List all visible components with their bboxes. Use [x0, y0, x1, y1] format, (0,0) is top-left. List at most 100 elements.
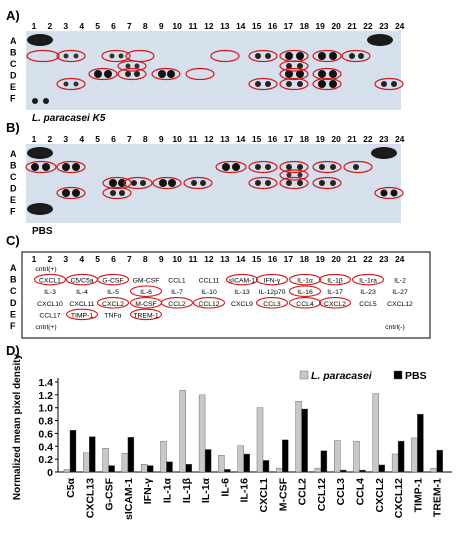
cytokine-label: IL-6 [140, 289, 152, 296]
cytokine-label: CCL2 [168, 301, 186, 308]
bar-pbs [359, 469, 366, 473]
column-number: 18 [300, 254, 310, 264]
panel-b-caption: PBS [32, 226, 53, 237]
column-number: 16 [268, 21, 278, 31]
bar-l-paracasei [179, 390, 187, 473]
panel-d-label: D) [6, 343, 20, 358]
bar-l-paracasei [102, 448, 109, 473]
cytokine-label: CCL12 [198, 301, 219, 308]
cytokine-label: C5/C5a [70, 278, 93, 285]
cytokine-label: IL-5 [107, 289, 119, 296]
cytokine-label: IL-17 [327, 289, 343, 296]
bar-l-paracasei [314, 467, 322, 473]
x-tick-label: IL-1α [162, 477, 174, 503]
column-number: 2 [48, 254, 53, 264]
column-number: 3 [63, 134, 68, 144]
cytokine-label: IL-13 [234, 289, 250, 296]
cytokine-label: CXCL2 [102, 301, 124, 308]
cytokine-label: TIMP-1 [71, 312, 93, 319]
bar-l-paracasei [276, 467, 283, 473]
cytokine-label: IL-2 [394, 278, 406, 285]
y-tick-label: 0 [47, 467, 53, 479]
y-tick-label: 0.6 [38, 428, 53, 440]
bar-pbs [127, 437, 135, 473]
highlight-circle [129, 285, 163, 297]
x-tick-label: CXCL12 [393, 478, 405, 518]
x-tick-label: TREM-1 [432, 478, 444, 517]
panel-a-column-numbers: 1 2 3 4 5 6 7 8 9 10 11 12 13 14 15 16 17 18 19 20 21 22 23 24 [32, 21, 405, 31]
row-label: F [10, 207, 16, 217]
column-number: 19 [315, 254, 325, 264]
cytokine-label: cntrl(-) [385, 324, 405, 331]
row-label: E [10, 195, 16, 205]
highlight-circle [255, 297, 289, 309]
bar-l-paracasei [372, 393, 379, 473]
column-number: 14 [236, 134, 246, 144]
cytokine-label: CXCL1 [39, 278, 61, 285]
column-number: 13 [220, 254, 230, 264]
row-label: D [10, 298, 17, 308]
column-number: 17 [284, 21, 294, 31]
highlight-circle [192, 297, 226, 309]
highlight-circle [96, 297, 130, 309]
column-number: 21 [347, 134, 357, 144]
cytokine-label: IL-10 [201, 289, 217, 296]
bar-l-paracasei [411, 437, 418, 473]
bar-l-paracasei [353, 440, 360, 473]
column-number: 8 [143, 134, 148, 144]
column-number: 10 [172, 21, 182, 31]
legend-swatch [299, 370, 309, 380]
bar-pbs [340, 469, 347, 473]
column-number: 1 [32, 21, 37, 31]
column-number: 6 [111, 134, 116, 144]
column-number: 12 [204, 254, 214, 264]
x-tick-label: CCL3 [335, 478, 347, 506]
row-label: E [10, 309, 16, 319]
panel-a-red-circles [26, 49, 404, 91]
x-tick-label: M-CSF [277, 477, 289, 511]
bar-l-paracasei [63, 469, 71, 473]
column-number: 3 [63, 254, 68, 264]
highlight-circle [255, 273, 289, 286]
bar-l-paracasei [83, 452, 90, 473]
panel-b-column-numbers: 1 2 3 4 5 6 7 8 9 10 11 12 13 14 15 16 17 18 19 20 21 22 23 24 [32, 134, 405, 144]
panel-c-column-numbers: 1 2 3 4 5 6 7 8 9 10 11 12 13 14 15 16 17 18 19 20 21 22 23 24 [32, 254, 405, 264]
cytokine-label: sICAM-1 [229, 278, 256, 285]
column-number: 15 [252, 254, 262, 264]
bar-pbs [243, 453, 250, 473]
column-number: 24 [395, 134, 405, 144]
highlight-circle [33, 273, 67, 286]
cytokine-label: CXCL11 [69, 301, 94, 308]
row-label: D [10, 184, 17, 194]
column-number: 10 [172, 254, 182, 264]
column-number: 24 [395, 254, 405, 264]
row-label: D [10, 71, 17, 81]
row-label: C [10, 59, 17, 69]
y-tick-label: 0.4 [38, 441, 53, 453]
column-number: 13 [220, 21, 230, 31]
row-label: E [10, 82, 16, 92]
bar-pbs [166, 461, 173, 473]
x-tick-label: TIMP-1 [412, 478, 424, 513]
bar-l-paracasei [198, 394, 206, 473]
column-number: 5 [95, 21, 100, 31]
x-tick-label: IL-1β [181, 477, 193, 503]
cytokine-label: IL-1β [327, 278, 343, 285]
legend-label: L. paracasei [311, 370, 373, 382]
bar-pbs [282, 439, 289, 473]
column-number: 16 [268, 134, 278, 144]
bar-pbs [204, 449, 212, 473]
column-number: 14 [236, 21, 246, 31]
column-number: 16 [268, 254, 278, 264]
row-label: F [10, 94, 16, 104]
column-number: 22 [363, 254, 373, 264]
cytokine-label: IL-1α [297, 278, 313, 285]
row-label: B [10, 48, 17, 58]
bar-pbs [185, 464, 193, 473]
cytokine-label: CCL17 [39, 312, 60, 319]
column-number: 22 [363, 134, 373, 144]
bar-pbs [320, 450, 328, 473]
bar-pbs [146, 465, 154, 473]
